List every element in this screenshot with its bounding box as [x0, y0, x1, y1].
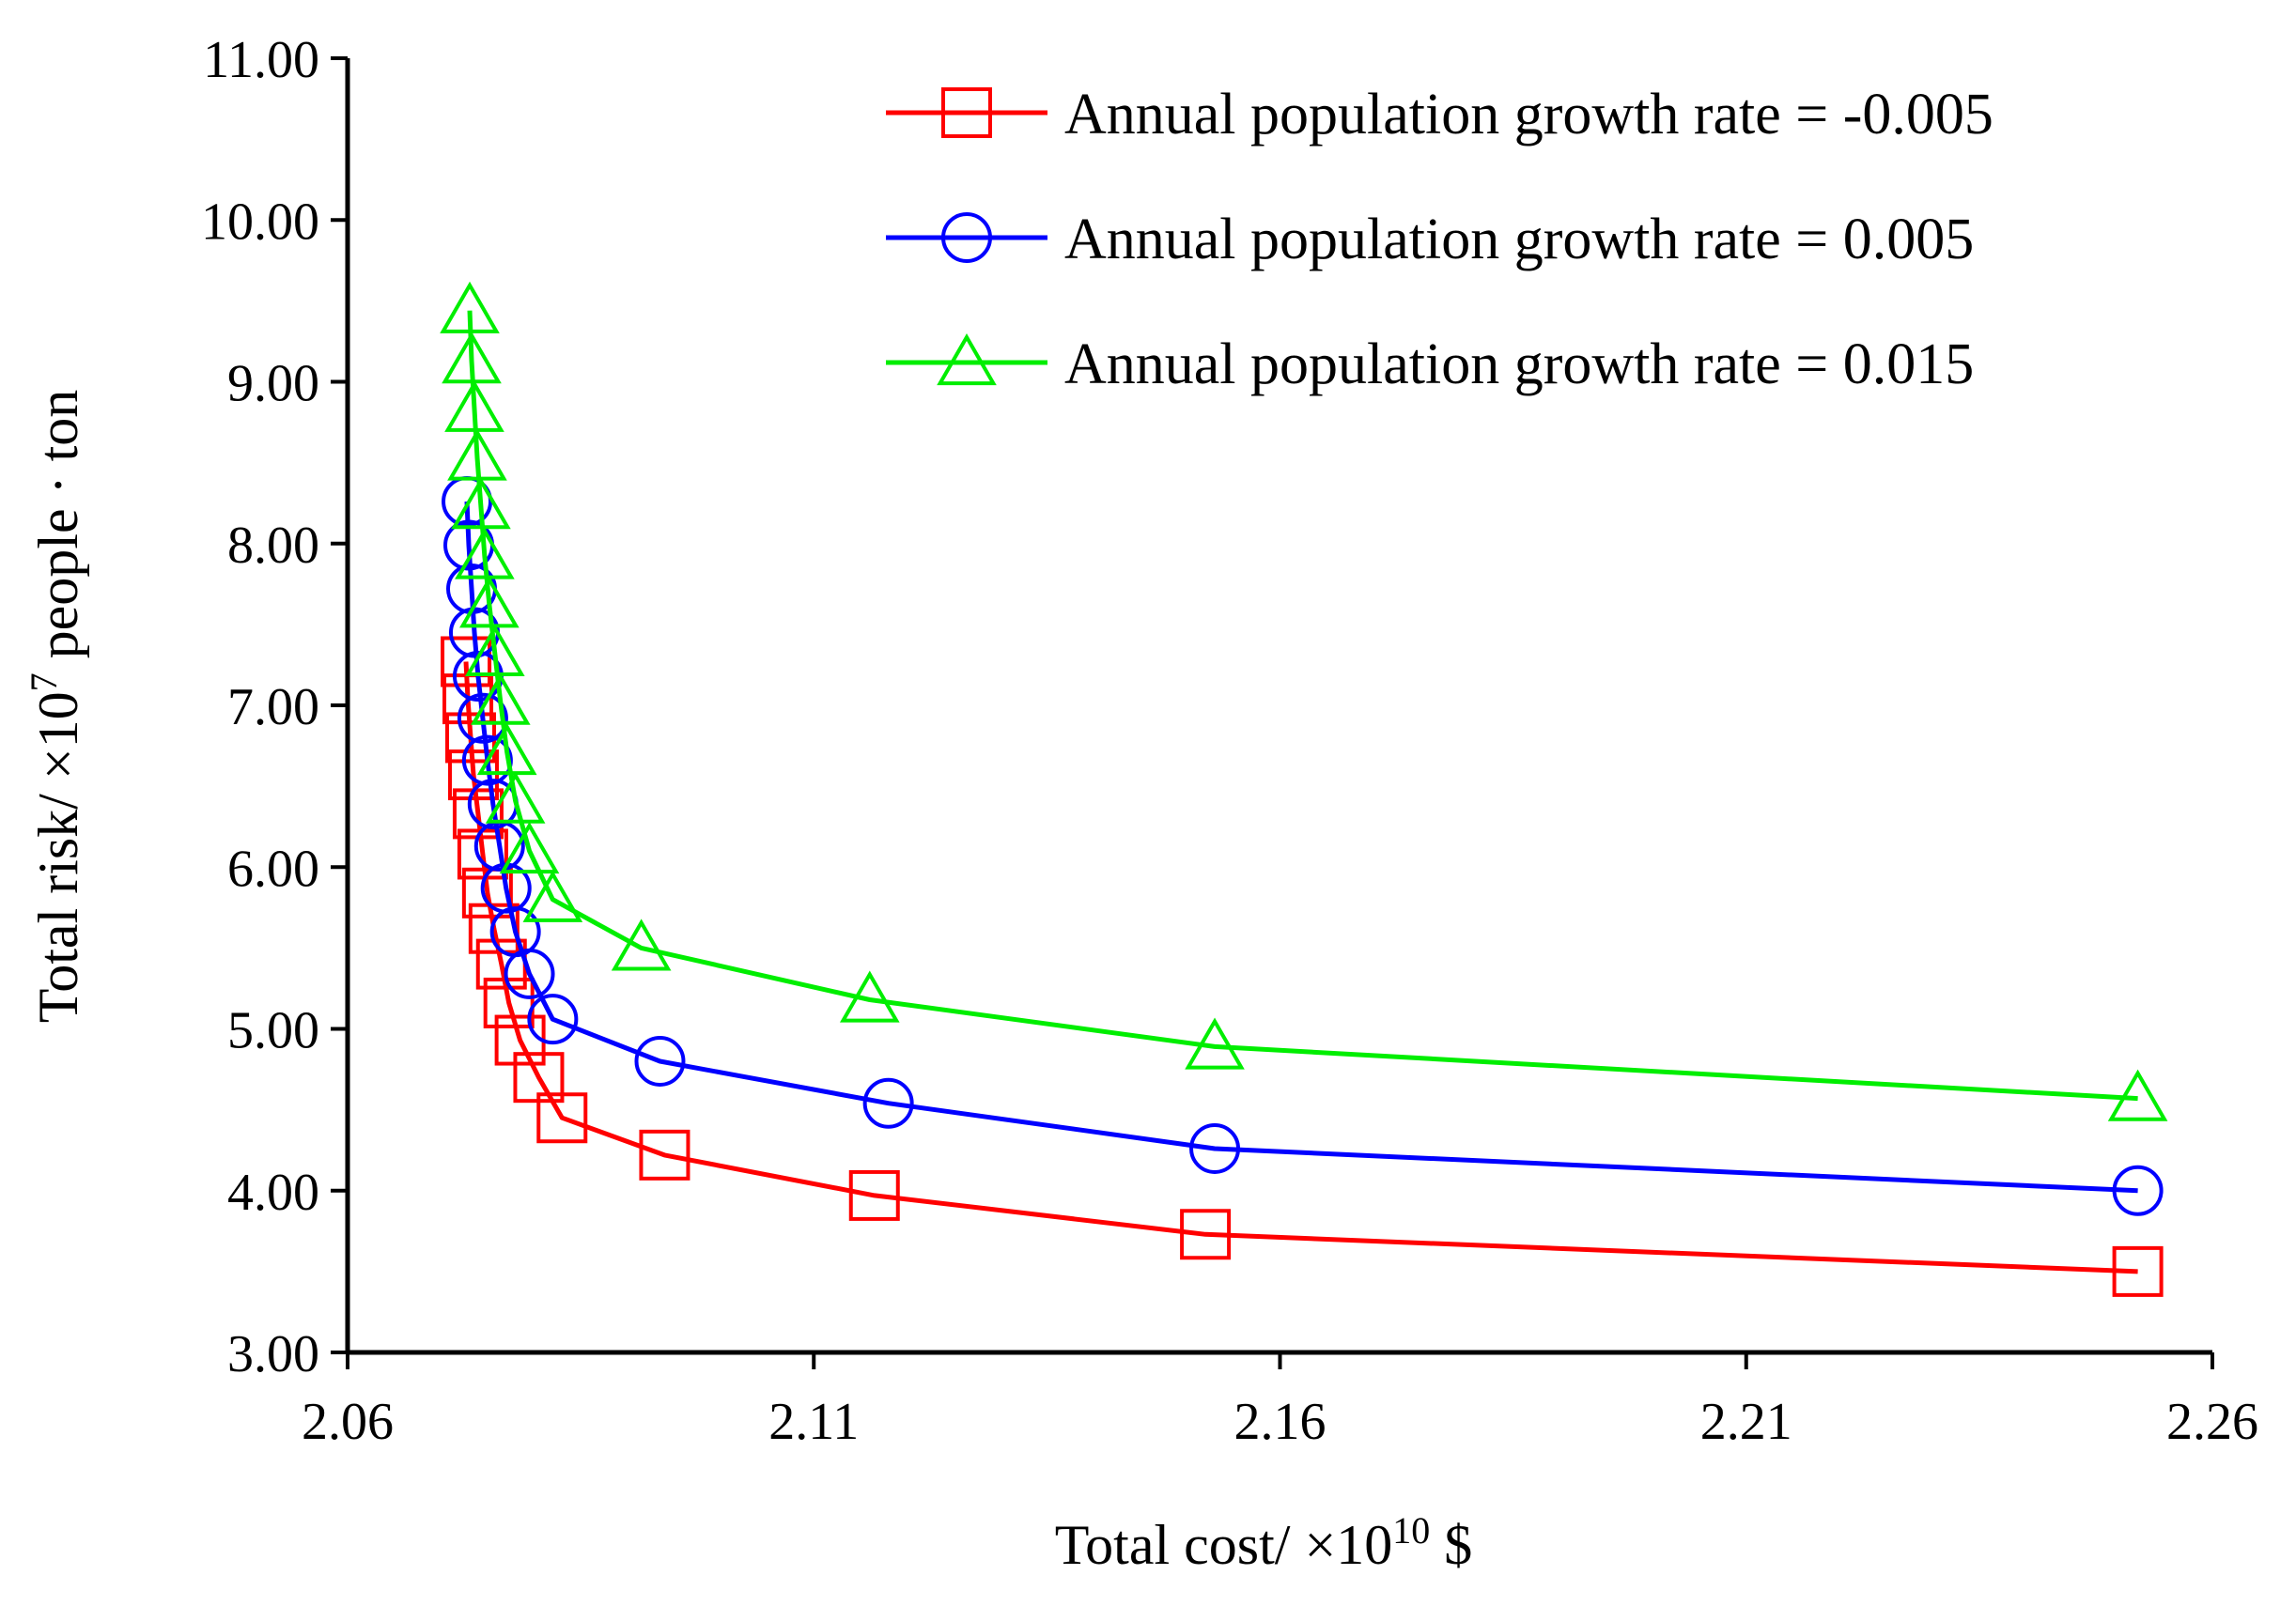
series-1-point: [513, 1052, 565, 1104]
series-3-point: [459, 576, 520, 628]
series-3-point: [465, 624, 525, 677]
series-1-point: [461, 867, 513, 919]
y-tick-label: 9.00: [227, 355, 319, 413]
series-3-point: [444, 379, 504, 432]
series-3-point: [470, 672, 531, 725]
series-2-point: [527, 994, 579, 1045]
legend-item-2: Annual population growth rate = 0.005: [886, 208, 1974, 271]
series-3-point: [499, 822, 560, 874]
series-3-point: [455, 527, 515, 579]
series-3-point: [442, 332, 502, 384]
series-1-point: [483, 977, 535, 1028]
y-tick-label: 6.00: [227, 840, 319, 898]
legend-label: Annual population growth rate = -0.005: [1064, 83, 1993, 147]
series-3-point: [476, 722, 537, 776]
series-3: [440, 281, 2168, 1121]
axes: 3.00 4.00 5.00 6.00 7.00 8.00 9.00 10.00 11.00 2.…: [201, 31, 2258, 1451]
series-2-point: [634, 1035, 686, 1087]
series-3-point: [485, 771, 546, 824]
legend-marker: [941, 212, 992, 263]
series-1-point: [468, 903, 520, 954]
y-tick-label: 7.00: [227, 678, 319, 736]
series-1: [441, 636, 2164, 1297]
y-tick-label: 3.00: [227, 1325, 319, 1383]
series-layer: [440, 281, 2168, 1297]
x-tick-label: 2.21: [1700, 1393, 1792, 1451]
series-1-point: [639, 1129, 690, 1181]
x-tick-label: 2.26: [2166, 1393, 2258, 1451]
legend-item-1: Annual population growth rate = -0.005: [886, 83, 1993, 147]
series-3-line: [467, 310, 2138, 1102]
series-3-point: [522, 870, 583, 922]
legend-label: Annual population growth rate = 0.015: [1064, 332, 1974, 396]
series-2-point: [2112, 1165, 2164, 1216]
series-2-point: [1189, 1122, 1241, 1174]
series-1-point: [1180, 1209, 1232, 1260]
x-tick-label: 2.06: [302, 1393, 394, 1451]
y-tick-label: 11.00: [203, 31, 319, 89]
series-2-point: [457, 692, 508, 744]
series-3-point: [611, 919, 672, 971]
series-1-point: [2112, 1245, 2164, 1297]
y-tick-label: 4.00: [227, 1164, 319, 1222]
series-3-point: [440, 281, 500, 333]
legend-item-3: Annual population growth rate = 0.015: [886, 332, 1974, 396]
x-axis-title-exponent: 10: [1392, 1509, 1430, 1552]
x-axis-title: Total cost/ ×1010 $: [1055, 1509, 1473, 1576]
series-2-line: [464, 501, 2138, 1194]
x-tick-label: 2.16: [1234, 1393, 1326, 1451]
x-tick-label: 2.11: [768, 1393, 859, 1451]
y-tick-label: 8.00: [227, 517, 319, 575]
y-tick-label: 5.00: [227, 1002, 319, 1060]
legend-marker: [937, 332, 997, 386]
series-2: [442, 475, 2164, 1216]
series-1-point: [848, 1169, 900, 1221]
series-3-point: [447, 428, 507, 481]
series-3-point: [839, 970, 900, 1023]
series-2-point: [461, 734, 513, 786]
y-axis-title-exponent: 7: [23, 672, 65, 691]
legend-label: Annual population growth rate = 0.005: [1064, 208, 1974, 271]
legend-marker: [941, 87, 992, 138]
series-2-point: [862, 1077, 914, 1129]
y-tick-label: 10.00: [201, 193, 319, 251]
legend: Annual population growth rate = -0.005 An…: [886, 83, 1993, 396]
series-3-point: [451, 477, 511, 530]
series-1-point: [441, 636, 492, 687]
series-3-point: [1185, 1017, 1245, 1070]
y-axis-title: Total risk/ ×107 people · ton: [23, 390, 89, 1024]
series-3-point: [2107, 1069, 2168, 1121]
